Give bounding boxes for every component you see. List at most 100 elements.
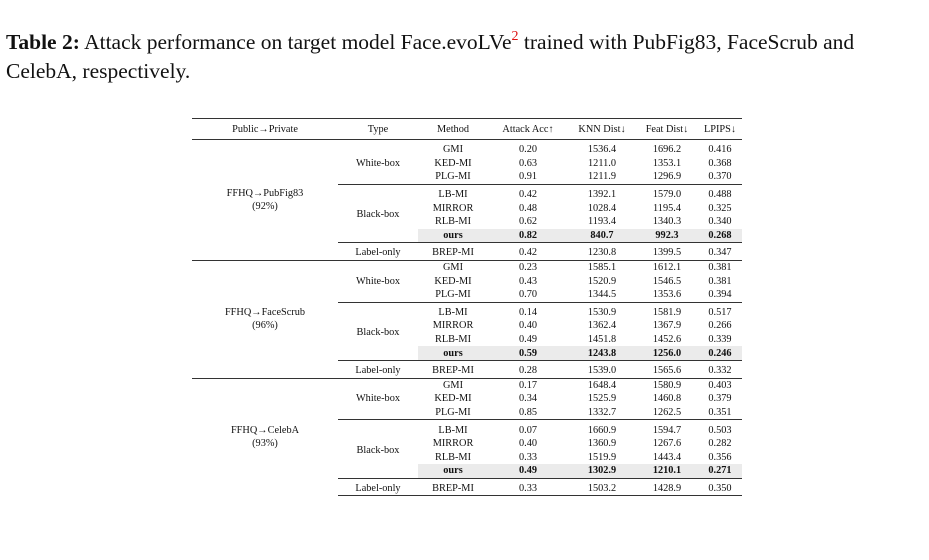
method-cell: KED-MI xyxy=(434,157,472,169)
knn-dist-cell: 1585.1 xyxy=(568,259,636,275)
attack-acc-cell: 0.63 xyxy=(518,157,538,169)
knn-dist-cell: 1520.9 xyxy=(587,275,617,287)
knn-dist-cell: 1660.9 xyxy=(568,419,636,437)
method-cell: GMI xyxy=(418,377,488,393)
feat-dist-cell: 1580.9 xyxy=(636,377,698,393)
attack-acc-cell: 0.14 xyxy=(488,301,568,320)
header-type: Type xyxy=(338,118,418,140)
knn-dist-cell: 1503.2 xyxy=(568,477,636,497)
lpips-cell: 0.517 xyxy=(698,301,742,320)
attack-acc-cell: 0.82 xyxy=(488,228,568,243)
knn-dist-cell: 840.7 xyxy=(568,228,636,243)
dataset-pair-accuracy: (96%) xyxy=(252,320,278,332)
lpips-cell: 0.381 xyxy=(708,275,732,287)
table-row: MIRROR 0.40 1360.9 1267.6 0.282 xyxy=(192,437,742,451)
table-row: Black-box LB-MI 0.07 1660.9 1594.7 0.503 xyxy=(192,419,742,479)
lpips-cell: 0.266 xyxy=(708,320,732,332)
method-cell: LB-MI xyxy=(418,419,488,437)
lpips-cell: 0.350 xyxy=(698,477,742,497)
feat-dist-cell: 1262.5 xyxy=(652,406,682,418)
type-cell-black: Black-box xyxy=(338,183,418,243)
feat-dist-cell: 1443.4 xyxy=(652,451,682,463)
attack-acc-cell: 0.62 xyxy=(518,216,538,228)
lpips-cell: 0.325 xyxy=(708,202,732,214)
feat-dist-cell: 1367.9 xyxy=(652,320,682,332)
lpips-cell: 0.416 xyxy=(708,144,732,156)
type-cell-black: Black-box xyxy=(338,419,418,479)
method-cell: GMI xyxy=(442,144,464,156)
lpips-cell: 0.268 xyxy=(698,228,742,243)
dataset-pair-name: FFHQ→PubFig83 xyxy=(226,187,304,199)
table-row: MIRROR 0.48 1028.4 1195.4 0.325 xyxy=(192,201,742,215)
results-table: Public→Private Type Method Attack Acc↑ K… xyxy=(192,118,742,497)
lpips-cell: 0.370 xyxy=(708,171,732,183)
lpips-cell: 0.282 xyxy=(708,438,732,450)
feat-dist-cell: 1428.9 xyxy=(636,477,698,497)
table-body: FFHQ→PubFig83 (92%) White-box GMI 0.20 1536.4… xyxy=(192,140,742,497)
attack-acc-cell: 0.40 xyxy=(518,320,538,332)
footnote-link[interactable]: 2 xyxy=(511,29,519,44)
method-cell: LB-MI xyxy=(418,183,488,202)
attack-acc-cell: 0.49 xyxy=(518,334,538,346)
table-row: FFHQ→FaceScrub (96%) White-box GMI 0.23 1585.… xyxy=(192,259,742,378)
dataset-pair-name: FFHQ→FaceScrub xyxy=(224,307,306,319)
table-row: PLG-MI 0.91 1211.9 1296.9 0.370 xyxy=(192,170,742,184)
table-row: PLG-MI 0.70 1344.5 1353.6 0.394 xyxy=(192,288,742,302)
table-row: KED-MI 0.34 1525.9 1460.8 0.379 xyxy=(192,392,742,406)
table-row: Black-box LB-MI 0.42 1392.1 1579.0 0.488 xyxy=(192,183,742,243)
lpips-cell: 0.356 xyxy=(708,451,732,463)
knn-dist-cell: 1302.9 xyxy=(568,464,636,479)
knn-dist-cell: 1360.9 xyxy=(587,438,617,450)
feat-dist-cell: 1460.8 xyxy=(652,393,682,405)
knn-dist-cell: 1211.0 xyxy=(588,157,616,169)
feat-dist-cell: 1195.4 xyxy=(653,202,681,214)
table-row: MIRROR 0.40 1362.4 1367.9 0.266 xyxy=(192,319,742,333)
header-method: Method xyxy=(418,118,488,140)
knn-dist-cell: 1193.4 xyxy=(588,216,616,228)
attack-acc-cell: 0.23 xyxy=(488,259,568,275)
header-feat-dist: Feat Dist↓ xyxy=(636,118,698,140)
lpips-cell: 0.340 xyxy=(708,216,732,228)
feat-dist-cell: 1594.7 xyxy=(636,419,698,437)
attack-acc-cell: 0.48 xyxy=(518,202,538,214)
header-attack-acc: Attack Acc↑ xyxy=(488,118,568,140)
feat-dist-cell: 1353.1 xyxy=(652,157,682,169)
feat-dist-cell: 1210.1 xyxy=(636,464,698,479)
knn-dist-cell: 1211.9 xyxy=(588,171,616,183)
attack-acc-cell: 0.33 xyxy=(518,451,538,463)
attack-acc-cell: 0.17 xyxy=(488,377,568,393)
method-cell: PLG-MI xyxy=(435,406,471,418)
lpips-cell: 0.394 xyxy=(708,289,732,301)
method-cell: BREP-MI xyxy=(418,242,488,261)
lpips-cell: 0.379 xyxy=(708,393,732,405)
knn-dist-cell: 1230.8 xyxy=(568,242,636,261)
knn-dist-cell: 1530.9 xyxy=(568,301,636,320)
knn-dist-cell: 1392.1 xyxy=(568,183,636,202)
method-cell: BREP-MI xyxy=(418,359,488,378)
table-row: ours 0.59 1243.8 1256.0 0.246 xyxy=(192,346,742,361)
table-row: Label-only BREP-MI 0.33 1503.2 1428.9 0.350 xyxy=(192,477,742,497)
dataset-pair-name: FFHQ→CelebA xyxy=(230,425,300,437)
table-row: FFHQ→PubFig83 (92%) White-box GMI 0.20 1536.4… xyxy=(192,140,742,212)
table-row: Black-box LB-MI 0.14 1530.9 1581.9 0.517 xyxy=(192,301,742,361)
knn-dist-cell: 1344.5 xyxy=(587,289,617,301)
method-cell: ours xyxy=(418,464,488,479)
lpips-cell: 0.368 xyxy=(708,157,732,169)
feat-dist-cell: 1565.6 xyxy=(636,359,698,378)
method-cell: MIRROR xyxy=(432,438,474,450)
caption-text-before: Attack performance on target model Face.… xyxy=(84,30,512,54)
dataset-pair-cell: FFHQ→PubFig83 (92%) xyxy=(192,140,338,261)
method-cell: BREP-MI xyxy=(418,477,488,497)
method-cell: ours xyxy=(418,228,488,243)
method-cell: RLB-MI xyxy=(434,451,472,463)
feat-dist-cell: 1399.5 xyxy=(636,242,698,261)
table-row: PLG-MI 0.85 1332.7 1262.5 0.351 xyxy=(192,406,742,420)
caption-label: Table 2: xyxy=(6,30,80,54)
method-cell: LB-MI xyxy=(418,301,488,320)
feat-dist-cell: 1546.5 xyxy=(652,275,682,287)
type-cell-label: Label-only xyxy=(338,359,418,378)
lpips-cell: 0.381 xyxy=(698,259,742,275)
feat-dist-cell: 1696.2 xyxy=(652,144,682,156)
attack-acc-cell: 0.43 xyxy=(518,275,538,287)
lpips-cell: 0.503 xyxy=(698,419,742,437)
